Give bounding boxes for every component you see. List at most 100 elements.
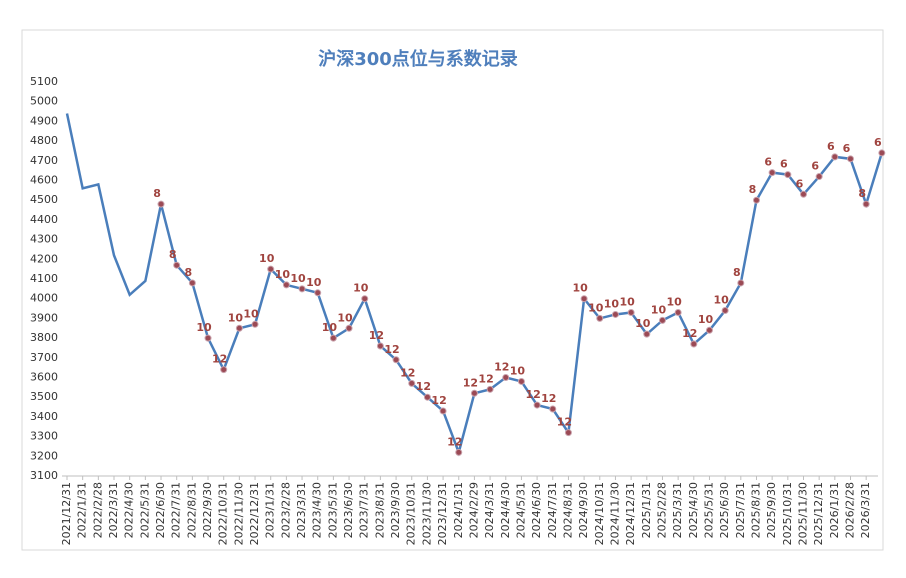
data-label: 10 — [275, 268, 291, 281]
x-tick-label: 2025/2/28 — [655, 482, 668, 538]
marker — [690, 340, 698, 348]
x-tick-label: 2023/8/31 — [373, 482, 386, 538]
x-tick-label: 2022/11/30 — [232, 482, 245, 545]
marker — [674, 308, 682, 316]
marker — [627, 308, 635, 316]
y-tick-label: 3100 — [30, 469, 58, 482]
marker — [799, 190, 807, 198]
y-tick-label: 3600 — [30, 371, 58, 384]
x-tick-label: 2024/2/29 — [467, 482, 480, 538]
marker — [878, 149, 886, 157]
x-tick-label: 2022/6/30 — [154, 482, 167, 538]
chart-frame — [21, 29, 884, 551]
data-label: 12 — [478, 372, 493, 385]
marker — [329, 334, 337, 342]
y-tick-label: 4500 — [30, 193, 58, 206]
data-label: 12 — [557, 416, 572, 429]
data-label: 10 — [572, 282, 588, 295]
marker — [470, 389, 478, 397]
data-label: 10 — [619, 295, 635, 308]
marker — [580, 295, 588, 303]
x-tick-label: 2024/1/31 — [452, 482, 465, 538]
data-label: 6 — [843, 142, 851, 155]
marker — [705, 326, 713, 334]
data-label: 10 — [698, 313, 714, 326]
marker — [298, 285, 306, 293]
marker — [721, 307, 729, 315]
data-label: 10 — [510, 364, 526, 377]
x-tick-label: 2024/5/31 — [514, 482, 527, 538]
x-tick-label: 2025/10/31 — [781, 482, 794, 545]
marker — [737, 279, 745, 287]
x-tick-label: 2022/7/31 — [170, 482, 183, 538]
marker — [455, 448, 463, 456]
x-tick-label: 2022/8/31 — [185, 482, 198, 538]
marker — [267, 265, 275, 273]
marker — [157, 200, 165, 208]
y-tick-label: 3700 — [30, 351, 58, 364]
data-label: 10 — [196, 321, 212, 334]
data-label: 10 — [651, 303, 667, 316]
x-tick-label: 2023/7/31 — [358, 482, 371, 538]
data-label: 12 — [541, 392, 556, 405]
y-tick-label: 4600 — [30, 174, 58, 187]
x-tick-label: 2024/8/31 — [561, 482, 574, 538]
x-tick-label: 2023/5/31 — [326, 482, 339, 538]
marker — [549, 405, 557, 413]
x-tick-label: 2024/10/31 — [593, 482, 606, 545]
x-tick-label: 2024/12/31 — [624, 482, 637, 545]
y-tick-label: 4400 — [30, 213, 58, 226]
data-label: 12 — [369, 329, 384, 342]
marker — [361, 295, 369, 303]
y-tick-label: 3200 — [30, 449, 58, 462]
x-tick-label: 2025/1/31 — [640, 482, 653, 538]
marker — [486, 385, 494, 393]
y-tick-label: 3900 — [30, 311, 58, 324]
y-tick-label: 4700 — [30, 154, 58, 167]
y-tick-label: 4800 — [30, 134, 58, 147]
x-tick-label: 2022/12/31 — [248, 482, 261, 545]
x-tick-label: 2025/8/31 — [749, 482, 762, 538]
x-tick-label: 2023/4/30 — [311, 482, 324, 538]
data-label: 6 — [811, 160, 819, 173]
y-tick-label: 5000 — [30, 95, 58, 108]
y-tick-label: 4100 — [30, 272, 58, 285]
marker — [611, 310, 619, 318]
data-label: 10 — [290, 272, 306, 285]
data-label: 10 — [259, 252, 275, 265]
marker — [314, 289, 322, 297]
x-tick-label: 2022/10/31 — [217, 482, 230, 545]
x-tick-label: 2024/11/30 — [608, 482, 621, 545]
data-label: 10 — [243, 307, 259, 320]
x-tick-label: 2023/10/31 — [405, 482, 418, 545]
y-tick-label: 3300 — [30, 430, 58, 443]
x-tick-label: 2025/12/31 — [812, 482, 825, 545]
x-tick-label: 2024/6/30 — [530, 482, 543, 538]
y-tick-label: 4300 — [30, 233, 58, 246]
marker — [173, 261, 181, 269]
y-tick-label: 4000 — [30, 292, 58, 305]
marker — [188, 279, 196, 287]
marker — [345, 324, 353, 332]
marker — [423, 393, 431, 401]
x-tick-label: 2025/5/31 — [702, 482, 715, 538]
x-tick-label: 2025/6/30 — [718, 482, 731, 538]
x-tick-label: 2025/3/31 — [671, 482, 684, 538]
x-tick-label: 2022/4/30 — [123, 482, 136, 538]
data-label: 8 — [858, 187, 866, 200]
x-tick-label: 2024/3/31 — [483, 482, 496, 538]
data-label: 12 — [212, 353, 227, 366]
marker — [768, 169, 776, 177]
marker — [376, 342, 384, 350]
chart-title: 沪深300点位与系数记录 — [318, 48, 518, 70]
x-tick-label: 2022/9/30 — [201, 482, 214, 538]
x-tick-label: 2022/1/31 — [76, 482, 89, 538]
data-label: 8 — [153, 187, 161, 200]
data-label: 6 — [780, 158, 788, 171]
x-tick-label: 2026/1/31 — [828, 482, 841, 538]
x-tick-label: 2025/9/30 — [765, 482, 778, 538]
data-label: 10 — [353, 282, 369, 295]
marker — [408, 379, 416, 387]
data-label: 8 — [749, 183, 757, 196]
x-tick-label: 2024/9/30 — [577, 482, 590, 538]
